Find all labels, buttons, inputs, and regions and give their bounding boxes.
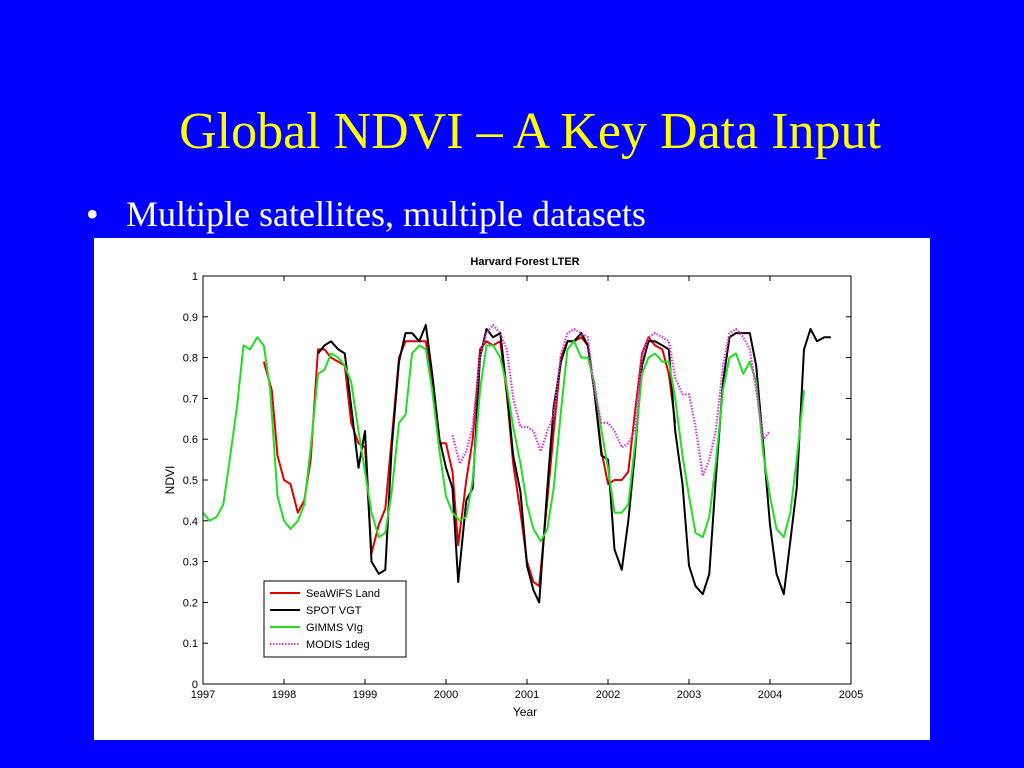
y-tick-label: 0.3: [183, 557, 198, 569]
x-tick-label: 2001: [515, 689, 539, 701]
bullet-item: • Multiple satellites, multiple datasets: [86, 192, 646, 236]
y-tick-label: 0: [192, 679, 198, 691]
chart-figure: Harvard Forest LTER Year NDVI 1997 1998 19…: [94, 238, 930, 740]
chart-legend: SeaWiFS Land SPOT VGT GIMMS VIg MODIS 1deg: [263, 580, 407, 658]
y-tick-label: 0.5: [183, 475, 198, 487]
y-tick-label: 0.1: [183, 638, 198, 650]
bullet-dot: •: [86, 194, 99, 234]
series-line-3: [451, 323, 771, 477]
series-layer: [202, 323, 831, 604]
y-tick-label: 0.8: [183, 353, 198, 365]
chart-title: Harvard Forest LTER: [470, 256, 579, 268]
bullet-text: Multiple satellites, multiple datasets: [126, 194, 646, 234]
series-line-0: [262, 336, 677, 588]
ndvi-chart: Harvard Forest LTER Year NDVI 1997 1998 19…: [163, 256, 864, 719]
legend-label-0: SeaWiFS Land: [306, 588, 380, 600]
x-tick-label: 2004: [758, 689, 782, 701]
x-tick-label: 2005: [839, 689, 863, 701]
legend-label-3: MODIS 1deg: [306, 639, 370, 651]
y-tick-label: 0.2: [183, 597, 198, 609]
x-tick-label: 2002: [596, 689, 620, 701]
y-tick-label: 0.4: [183, 516, 198, 528]
y-tick-label: 0.7: [183, 393, 198, 405]
x-tick-label: 1997: [191, 689, 215, 701]
y-tick-label: 0.6: [183, 434, 198, 446]
slide-title: Global NDVI – A Key Data Input: [179, 103, 881, 160]
series-line-2: [202, 336, 805, 543]
x-tick-label: 1998: [272, 689, 296, 701]
y-tick-label: 1: [192, 271, 198, 283]
legend-label-2: GIMMS VIg: [306, 622, 363, 634]
x-tick-label: 2003: [677, 689, 701, 701]
x-axis-label: Year: [513, 705, 537, 719]
x-tick-label: 1999: [353, 689, 377, 701]
x-tick-label: 2000: [434, 689, 458, 701]
y-tick-label: 0.9: [183, 312, 198, 324]
legend-label-1: SPOT VGT: [306, 605, 362, 617]
y-axis-label: NDVI: [163, 466, 177, 495]
axis-layer: 1997 1998 1999 2000 2001 2002 2003 2004 2005 0 0.1…: [183, 271, 864, 701]
